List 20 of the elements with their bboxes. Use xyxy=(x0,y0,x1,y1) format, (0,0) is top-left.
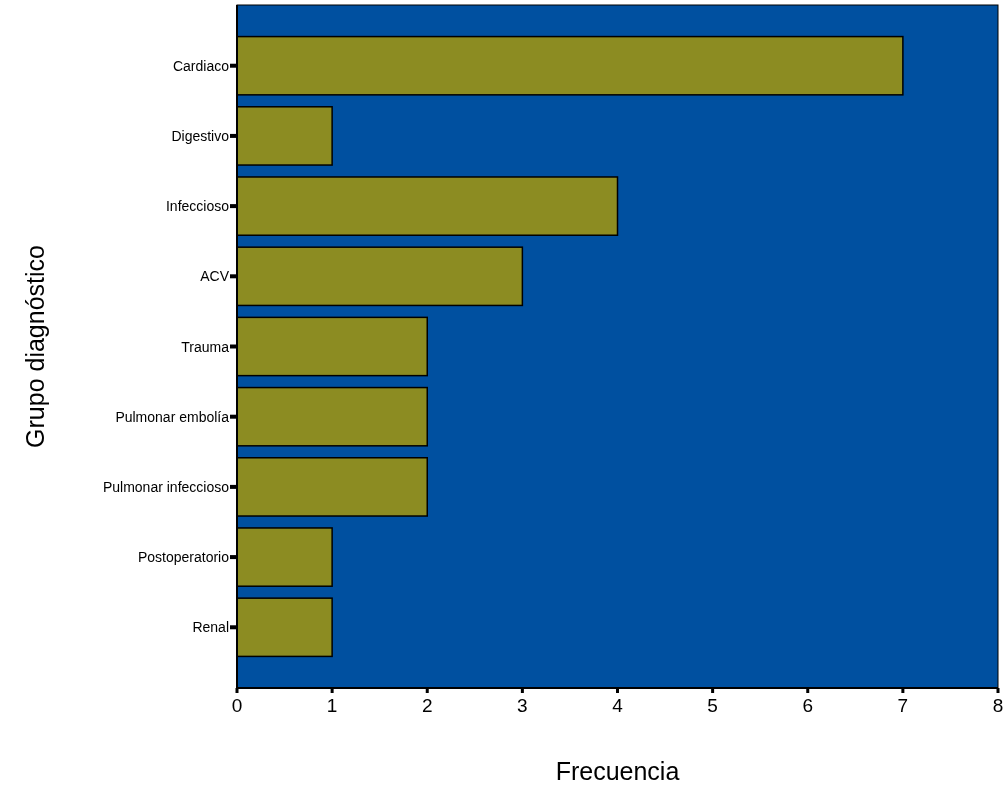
x-tick-label: 2 xyxy=(421,695,433,716)
y-tick-label: Cardiaco xyxy=(172,57,230,74)
x-tick-label: 4 xyxy=(612,695,624,716)
x-tick-label: 8 xyxy=(992,695,1004,716)
y-tick-label: Pulmonar infeccioso xyxy=(102,478,230,495)
y-tick-label: Postoperatorio xyxy=(137,549,230,566)
y-tick-label: Trauma xyxy=(181,338,230,355)
x-tick-label: 6 xyxy=(802,695,814,716)
x-tick-label: 0 xyxy=(231,695,243,716)
x-tick-label: 3 xyxy=(517,695,528,716)
y-tick-label: Pulmonar embolía xyxy=(115,408,230,425)
x-tick-label: 5 xyxy=(707,695,718,716)
x-tick-label: 7 xyxy=(897,695,909,716)
y-tick-label: Digestivo xyxy=(171,127,230,144)
y-tick-label: Infeccioso xyxy=(165,198,230,215)
y-axis-title: Grupo diagnóstico xyxy=(21,245,49,448)
y-tick-label: ACV xyxy=(200,268,230,285)
y-tick-label: Renal xyxy=(192,619,229,636)
x-axis-title: Frecuencia xyxy=(555,757,680,785)
x-tick-label: 1 xyxy=(326,695,338,716)
